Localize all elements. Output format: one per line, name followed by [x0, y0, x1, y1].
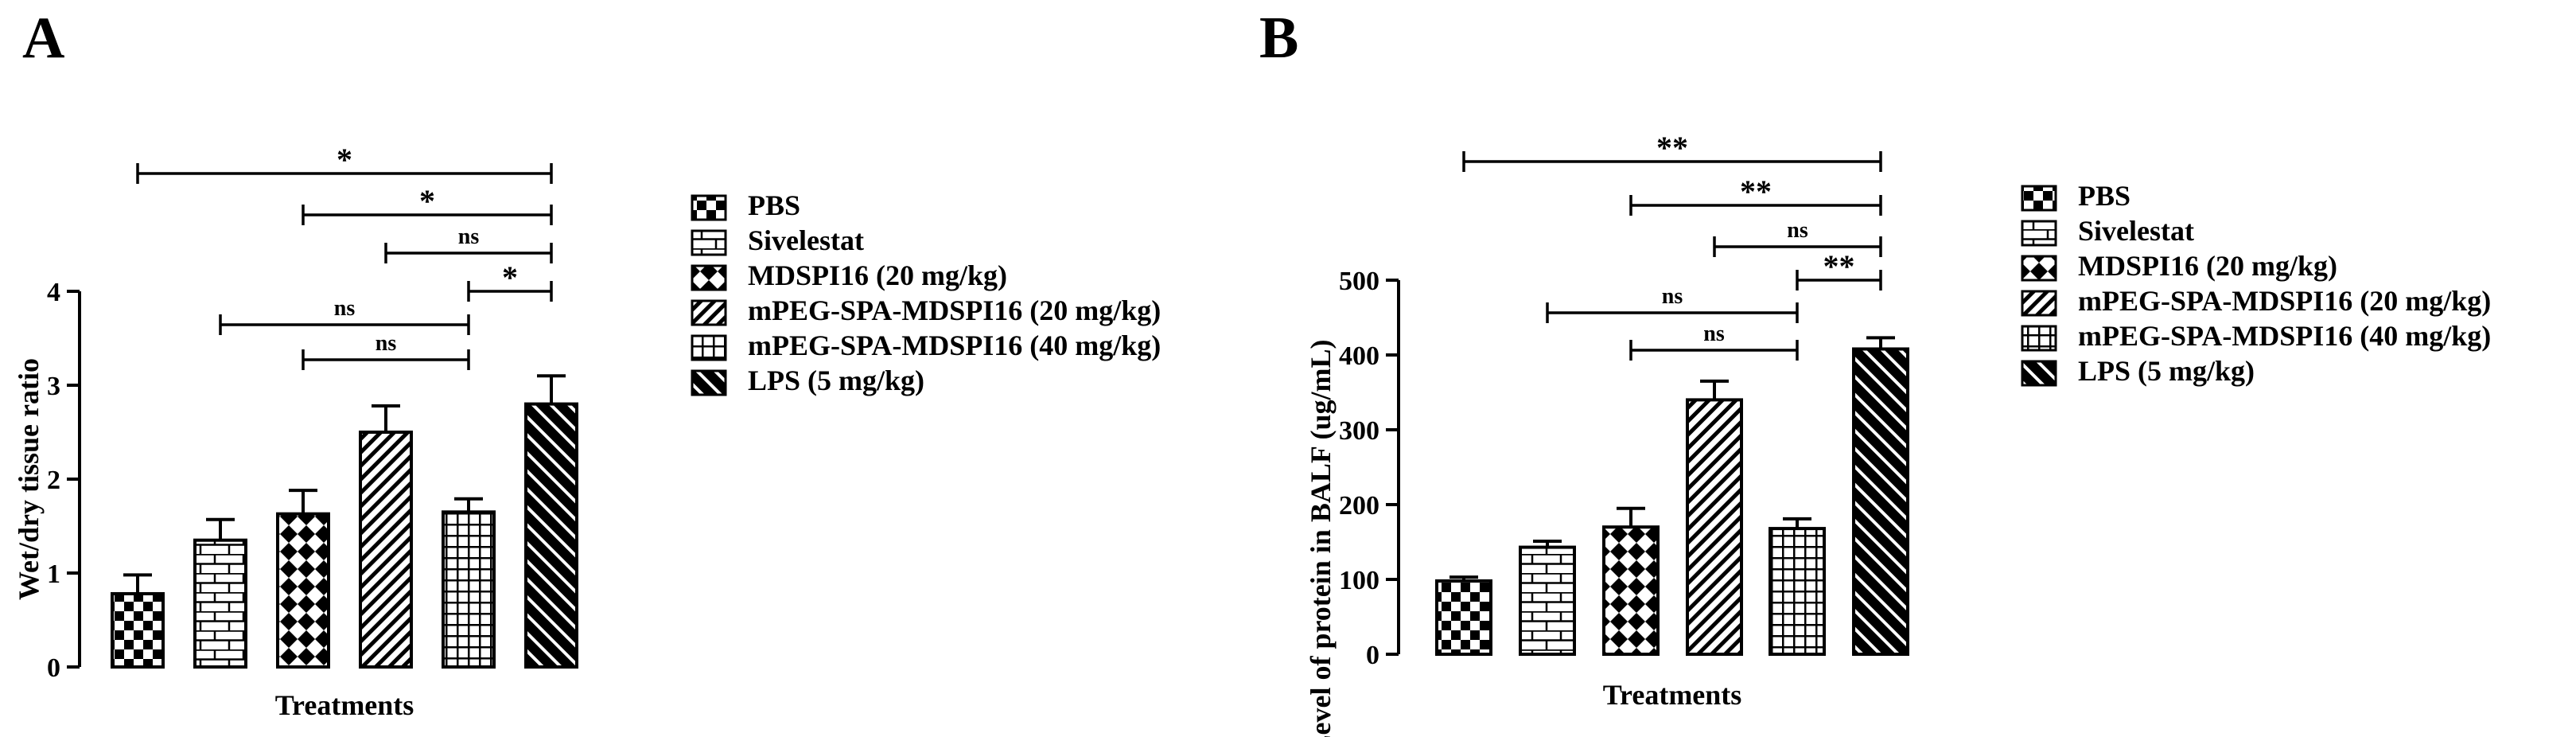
- legend-label: MDSPI16 (20 mg/kg): [2078, 250, 2337, 282]
- legend-swatch: [2021, 325, 2057, 352]
- legend-swatch: [691, 264, 727, 291]
- significance-label: **: [1823, 248, 1855, 284]
- legend-entry: mPEG-SPA-MDSPI16 (40 mg/kg): [2021, 320, 2491, 352]
- legend-swatch: [2021, 290, 2057, 317]
- panel-label: A: [22, 6, 64, 71]
- bar: [1852, 347, 1909, 656]
- significance-label: ns: [334, 296, 356, 321]
- bar: [1435, 579, 1492, 657]
- legend-label: PBS: [2078, 180, 2130, 212]
- bar: [1519, 545, 1576, 657]
- legend-entry: mPEG-SPA-MDSPI16 (20 mg/kg): [2021, 285, 2491, 317]
- y-tick-label: 100: [1339, 566, 1379, 595]
- legend-swatch: [691, 334, 727, 361]
- bar: [524, 402, 578, 669]
- y-tick-label: 200: [1339, 491, 1379, 521]
- x-axis-label: Treatments: [275, 689, 414, 721]
- legend-entry: PBS: [691, 189, 800, 221]
- y-axis-label: Level of protein in BALF (ug/mL): [1305, 340, 1337, 737]
- y-tick-label: 1: [47, 560, 60, 589]
- legend-swatch: [2021, 220, 2057, 247]
- legend-entry: MDSPI16 (20 mg/kg): [691, 259, 1007, 291]
- legend-swatch: [691, 229, 727, 256]
- x-axis-label: Treatments: [1603, 679, 1742, 711]
- legend-label: Sivelestat: [748, 224, 864, 256]
- legend-swatch: [2021, 185, 2057, 212]
- significance-label: *: [419, 183, 435, 219]
- panel-b: B 0 100 200 300 400 500 Level of protein in BAL…: [1259, 6, 2491, 737]
- bar: [193, 538, 247, 669]
- legend-entry: Sivelestat: [2021, 215, 2194, 247]
- y-tick-label: 0: [47, 653, 60, 683]
- bar: [1602, 525, 1660, 657]
- legend-label: mPEG-SPA-MDSPI16 (40 mg/kg): [2078, 320, 2491, 352]
- y-axis-label: Wet/dry tissue ratio: [13, 358, 45, 600]
- significance-label: ns: [458, 224, 480, 249]
- legend-label: mPEG-SPA-MDSPI16 (20 mg/kg): [2078, 285, 2491, 317]
- bar: [1769, 527, 1826, 657]
- legend-swatch: [2021, 360, 2057, 387]
- significance-label: **: [1656, 130, 1688, 166]
- y-tick-label: 300: [1339, 416, 1379, 446]
- y-tick-label: 4: [47, 278, 60, 307]
- y-tick-label: 2: [47, 466, 60, 495]
- bar: [442, 510, 496, 669]
- legend-entry: MDSPI16 (20 mg/kg): [2021, 250, 2337, 282]
- legend-entry: Sivelestat: [691, 224, 864, 256]
- legend-swatch: [691, 369, 727, 396]
- y-tick-label: 3: [47, 372, 60, 401]
- bar: [1686, 398, 1743, 656]
- y-tick-label: 500: [1339, 267, 1379, 296]
- legend-entry: mPEG-SPA-MDSPI16 (40 mg/kg): [691, 330, 1161, 361]
- legend-entry: LPS (5 mg/kg): [691, 365, 924, 396]
- legend-entry: mPEG-SPA-MDSPI16 (20 mg/kg): [691, 294, 1161, 326]
- legend-swatch: [691, 299, 727, 326]
- legend-swatch: [2021, 255, 2057, 282]
- legend-label: Sivelestat: [2078, 215, 2194, 247]
- y-tick-label: 400: [1339, 341, 1379, 371]
- bar: [111, 591, 165, 669]
- significance-label: ns: [1662, 284, 1683, 309]
- significance-label: ns: [1787, 218, 1808, 243]
- panel-label: B: [1259, 6, 1298, 71]
- legend-entry: LPS (5 mg/kg): [2021, 355, 2255, 387]
- legend-swatch: [691, 194, 727, 221]
- panel-a: A 0 1 2 3 4 Wet/dry tissue ratio Treatments * * ns…: [13, 6, 1161, 721]
- significance-label: *: [502, 259, 518, 295]
- legend-label: mPEG-SPA-MDSPI16 (40 mg/kg): [748, 330, 1161, 361]
- legend-label: mPEG-SPA-MDSPI16 (20 mg/kg): [748, 294, 1161, 326]
- significance-label: ns: [376, 331, 397, 356]
- legend-label: MDSPI16 (20 mg/kg): [748, 259, 1007, 291]
- bar: [276, 512, 330, 669]
- significance-label: *: [337, 142, 352, 177]
- legend-label: LPS (5 mg/kg): [748, 365, 924, 396]
- significance-label: ns: [1703, 322, 1725, 346]
- y-tick-label: 0: [1366, 641, 1379, 670]
- significance-label: **: [1740, 174, 1772, 209]
- legend-entry: PBS: [2021, 180, 2130, 212]
- legend-label: PBS: [748, 189, 800, 221]
- bar: [359, 431, 413, 669]
- legend-label: LPS (5 mg/kg): [2078, 355, 2255, 387]
